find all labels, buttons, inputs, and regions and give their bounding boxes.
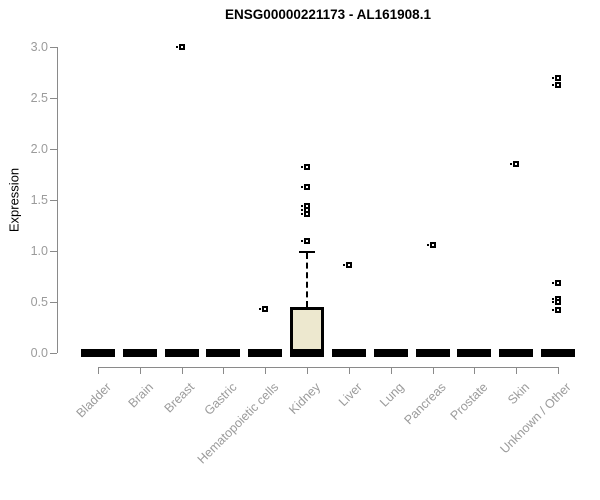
outlier-marker (552, 307, 561, 314)
y-tick-label: 3.0 (30, 40, 48, 54)
outlier-marker (301, 237, 311, 244)
whisker-line (306, 253, 309, 308)
whisker-cap (299, 251, 316, 253)
y-tick (50, 200, 57, 201)
y-tick (50, 302, 57, 303)
x-category-label: Breast (162, 380, 198, 416)
outlier-marker (175, 44, 185, 50)
x-category-label: Kidney (286, 380, 323, 417)
x-tick (558, 367, 559, 374)
box-zero-bar (122, 349, 157, 357)
outlier-marker (301, 183, 311, 190)
box-zero-bar (373, 349, 408, 357)
box-zero-bar (164, 349, 199, 357)
x-tick (432, 367, 434, 374)
x-category-label: Skin (504, 380, 533, 408)
box-zero-bar (81, 349, 115, 357)
box-zero-bar (290, 349, 325, 357)
outlier-marker (301, 207, 311, 214)
outlier-marker (552, 295, 561, 302)
box-zero-bar (248, 349, 283, 357)
box-zero-bar (415, 349, 450, 357)
x-tick (474, 367, 476, 374)
y-tick (50, 353, 57, 354)
y-tick (50, 251, 57, 252)
x-tick (98, 367, 99, 374)
y-tick (50, 98, 57, 99)
box-zero-bar (457, 349, 492, 357)
x-category-label: Pancreas (401, 380, 449, 428)
x-tick (181, 367, 183, 374)
y-tick-label: 1.0 (30, 244, 48, 258)
x-category-label: Gastric (201, 380, 240, 418)
box-zero-bar (206, 349, 241, 357)
outlier-marker (552, 299, 561, 305)
outlier-marker (259, 306, 269, 313)
x-category-label: Brain (125, 380, 156, 411)
x-tick (223, 367, 225, 374)
y-tick-label: 0.0 (30, 346, 48, 360)
outlier-marker (552, 81, 561, 88)
y-tick (50, 149, 57, 150)
outlier-marker (552, 74, 561, 81)
outlier-marker (301, 211, 311, 218)
outlier-marker (301, 203, 311, 210)
x-tick (390, 367, 392, 374)
y-tick-label: 0.5 (30, 295, 48, 309)
x-axis-line (98, 367, 558, 368)
x-category-label: Prostate (447, 380, 491, 423)
x-tick (307, 367, 309, 374)
outlier-marker (510, 161, 520, 168)
x-category-label: Liver (335, 380, 365, 410)
x-tick (139, 367, 141, 374)
outlier-marker (426, 241, 436, 248)
x-tick (348, 367, 350, 374)
y-tick-label: 1.5 (30, 193, 48, 207)
x-category-label: Lung (377, 380, 407, 410)
x-category-label: Bladder (73, 380, 114, 421)
outlier-marker (552, 279, 561, 286)
box-zero-bar (499, 349, 534, 357)
box-zero-bar (331, 349, 366, 357)
x-category-label: Hematopoietic cells (194, 380, 282, 467)
y-axis-line (57, 47, 58, 353)
x-tick (516, 367, 518, 374)
outlier-marker (342, 262, 352, 269)
x-tick (265, 367, 267, 374)
y-tick (50, 47, 57, 48)
box-zero-bar (541, 349, 575, 357)
y-tick-label: 2.5 (30, 91, 48, 105)
chart-title: ENSG00000221173 - AL161908.1 (225, 7, 431, 22)
outlier-marker (301, 164, 311, 171)
box-rect (290, 307, 325, 353)
y-tick-label: 2.0 (30, 142, 48, 156)
